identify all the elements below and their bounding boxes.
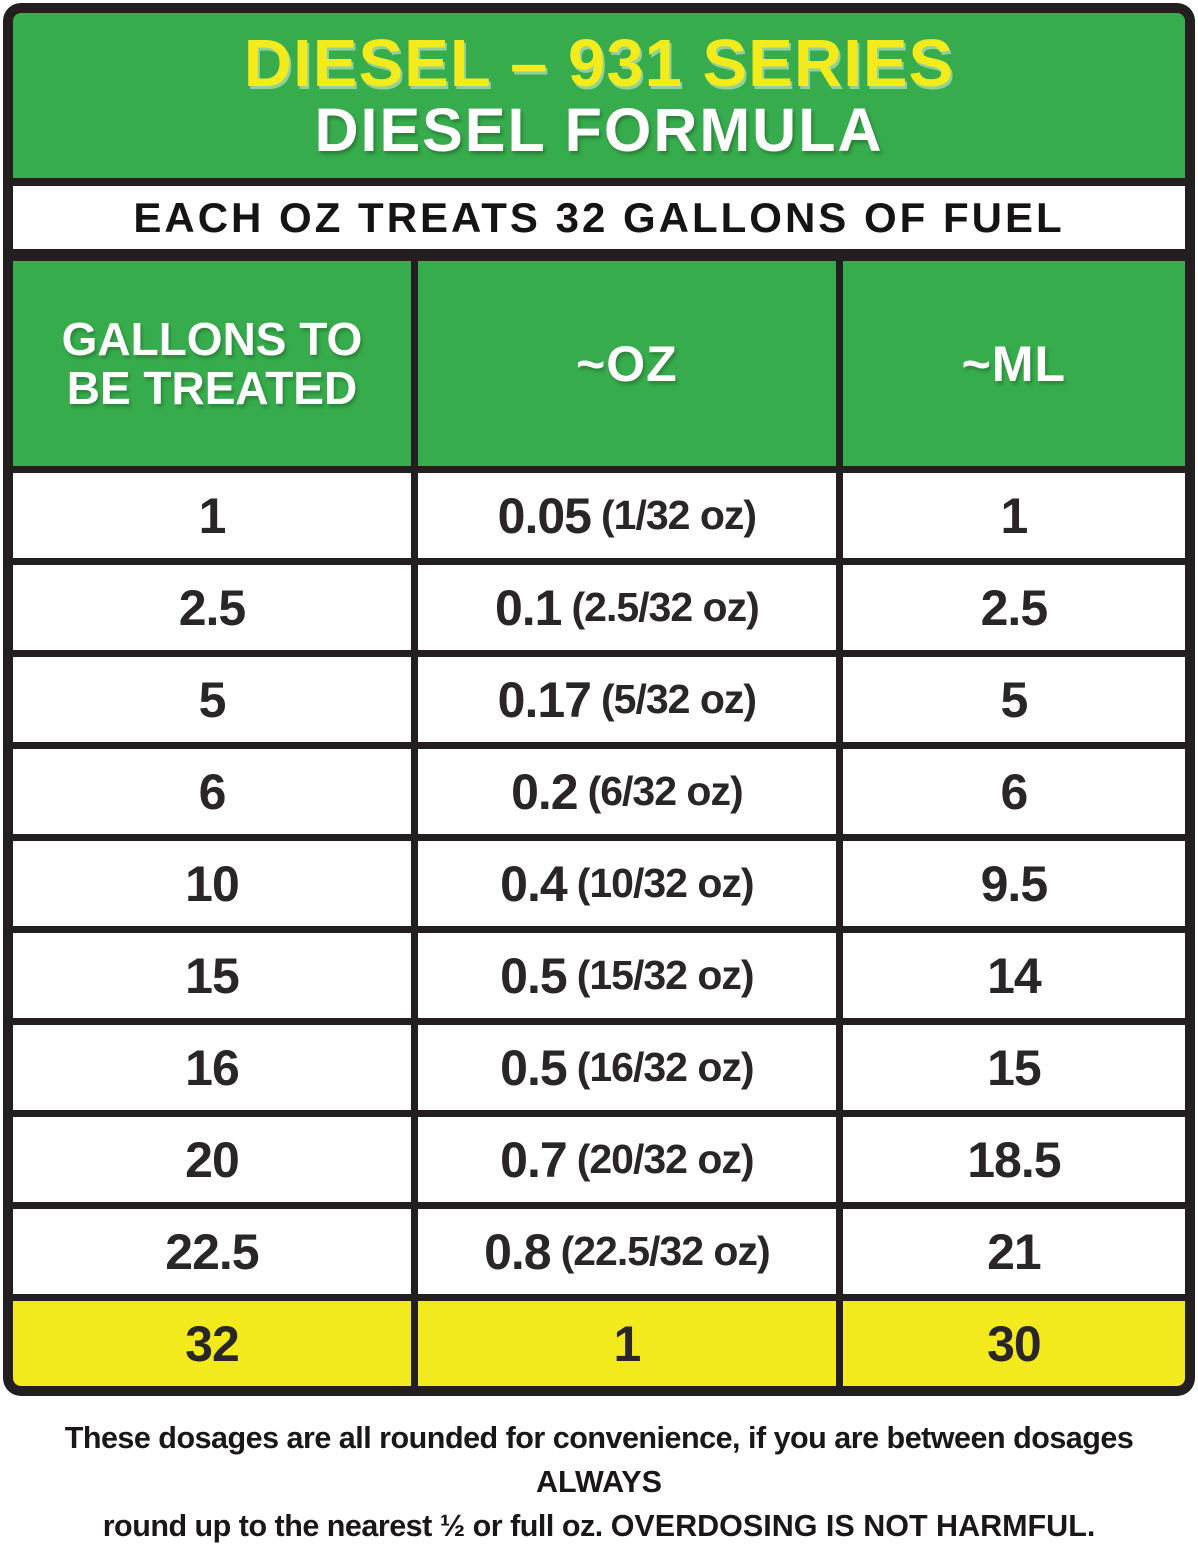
oz-fraction-note: (6/32 oz) <box>587 768 744 814</box>
cell-gallons: 5 <box>13 657 411 742</box>
cell-gallons: 15 <box>13 933 411 1018</box>
cell-ml: 5 <box>842 657 1185 742</box>
highlight-cell-oz: 1 <box>417 1301 836 1386</box>
subheader-band: EACH OZ TREATS 32 GALLONS OF FUEL <box>13 186 1185 249</box>
rounding-disclaimer: These dosages are all rounded for conven… <box>8 1416 1190 1549</box>
cell-ml: 15 <box>842 1025 1185 1110</box>
disclaimer-text-2: round up to the nearest ½ or full oz. <box>102 1509 611 1544</box>
cell-ml: 9.5 <box>842 841 1185 926</box>
oz-value: 0.17 <box>497 671 592 728</box>
oz-fraction-note: (1/32 oz) <box>600 492 757 538</box>
cell-gallons: 6 <box>13 749 411 834</box>
cell-ml: 21 <box>842 1209 1185 1294</box>
column-header-ml: ~ML <box>842 261 1185 466</box>
cell-gallons: 22.5 <box>13 1209 411 1294</box>
disclaimer-always-emphasis: ALWAYS <box>536 1465 662 1500</box>
cell-oz: 0.5 (16/32 oz) <box>417 1025 836 1110</box>
label-frame: DIESEL – 931 SERIES DIESEL FORMULA EACH … <box>3 3 1195 1396</box>
header-band: DIESEL – 931 SERIES DIESEL FORMULA <box>13 13 1185 178</box>
column-header-oz: ~OZ <box>417 261 836 466</box>
cell-oz: 0.2 (6/32 oz) <box>417 749 836 834</box>
product-formula-title: DIESEL FORMULA <box>314 95 884 164</box>
cell-oz: 0.05 (1/32 oz) <box>417 473 836 558</box>
cell-gallons: 10 <box>13 841 411 926</box>
highlight-cell-ml: 30 <box>842 1301 1185 1386</box>
cell-oz: 0.17 (5/32 oz) <box>417 657 836 742</box>
disclaimer-overdosing-emphasis: OVERDOSING IS NOT HARMFUL. <box>610 1509 1096 1544</box>
column-header-gallons-line1: GALLONS TO <box>61 313 363 366</box>
oz-fraction-note: (2.5/32 oz) <box>571 584 759 630</box>
oz-value: 0.5 <box>500 947 568 1004</box>
cell-gallons: 1 <box>13 473 411 558</box>
cell-ml: 6 <box>842 749 1185 834</box>
cell-oz: 0.7 (20/32 oz) <box>417 1117 836 1202</box>
cell-ml: 14 <box>842 933 1185 1018</box>
cell-gallons: 2.5 <box>13 565 411 650</box>
highlight-cell-gallons: 32 <box>13 1301 411 1386</box>
oz-value: 0.7 <box>500 1131 568 1188</box>
oz-value: 0.4 <box>500 855 568 912</box>
oz-fraction-note: (10/32 oz) <box>576 860 755 906</box>
oz-fraction-note: (20/32 oz) <box>576 1136 755 1182</box>
cell-oz: 0.1 (2.5/32 oz) <box>417 565 836 650</box>
oz-fraction-note: (5/32 oz) <box>600 676 757 722</box>
cell-oz: 0.8 (22.5/32 oz) <box>417 1209 836 1294</box>
oz-value: 0.1 <box>494 579 563 636</box>
cell-oz: 0.4 (10/32 oz) <box>417 841 836 926</box>
disclaimer-text-1: These dosages are all rounded for conven… <box>64 1421 1134 1455</box>
oz-fraction-note: (16/32 oz) <box>576 1044 755 1090</box>
product-series-title: DIESEL – 931 SERIES <box>243 26 955 102</box>
oz-value: 0.8 <box>484 1223 552 1280</box>
column-header-gallons: GALLONS TO BE TREATED <box>13 261 411 466</box>
oz-fraction-note: (15/32 oz) <box>576 952 755 998</box>
dosage-table: GALLONS TO BE TREATED ~OZ ~ML 1 0.05 (1/… <box>13 261 1185 1386</box>
oz-value: 0.05 <box>497 487 592 544</box>
dosage-ratio-statement: EACH OZ TREATS 32 GALLONS OF FUEL <box>133 193 1065 241</box>
cell-gallons: 20 <box>13 1117 411 1202</box>
oz-fraction-note: (22.5/32 oz) <box>560 1228 771 1274</box>
cell-ml: 2.5 <box>842 565 1185 650</box>
oz-value: 0.5 <box>500 1039 568 1096</box>
column-header-gallons-line2: BE TREATED <box>66 361 358 414</box>
cell-gallons: 16 <box>13 1025 411 1110</box>
cell-oz: 0.5 (15/32 oz) <box>417 933 836 1018</box>
oz-value: 0.2 <box>511 763 579 820</box>
cell-ml: 1 <box>842 473 1185 558</box>
cell-ml: 18.5 <box>842 1117 1185 1202</box>
